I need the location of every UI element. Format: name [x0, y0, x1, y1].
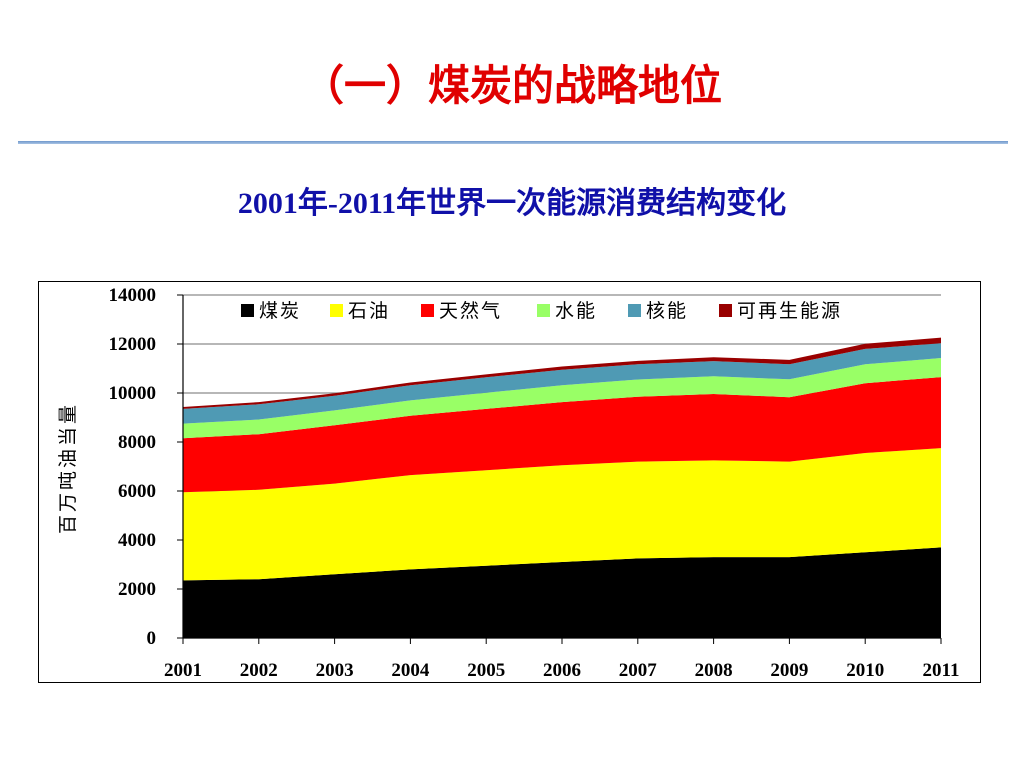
- y-tick-label: 10000: [109, 383, 157, 404]
- legend-swatch: [330, 304, 343, 317]
- x-tick-label: 2011: [923, 660, 960, 681]
- legend-label: 天然气: [439, 300, 502, 322]
- y-tick-label: 14000: [109, 285, 157, 306]
- y-axis-label: 百万吨油当量: [57, 402, 79, 534]
- legend-swatch: [719, 304, 732, 317]
- legend-label: 核能: [646, 300, 688, 322]
- legend-swatch: [421, 304, 434, 317]
- legend-label: 水能: [555, 300, 597, 322]
- x-tick-label: 2009: [770, 660, 808, 681]
- legend-swatch: [537, 304, 550, 317]
- area-series-5: [183, 343, 941, 424]
- area-series-1: [183, 547, 941, 638]
- y-tick-label: 2000: [118, 579, 156, 600]
- y-tick-label: 6000: [118, 481, 156, 502]
- x-tick-label: 2007: [619, 660, 658, 681]
- y-tick-label: 8000: [118, 432, 156, 453]
- legend-label: 可再生能源: [737, 300, 842, 322]
- legend-label: 煤炭: [259, 300, 301, 322]
- y-tick-label: 0: [147, 628, 157, 649]
- area-layer: [183, 337, 941, 638]
- x-tick-label: 2001: [164, 660, 202, 681]
- y-tick-label: 12000: [109, 334, 157, 355]
- slide-title: （一）煤炭的战略地位: [301, 61, 722, 110]
- legend-swatch: [241, 304, 254, 317]
- chart-heading: 2001年-2011年世界一次能源消费结构变化: [237, 187, 787, 220]
- x-tick-label: 2004: [391, 660, 430, 681]
- area-series-4: [183, 358, 941, 439]
- area-series-2: [183, 448, 941, 581]
- title-divider: [18, 141, 1008, 144]
- legend-layer: 煤炭 石油 天然气 水能 核能 可再生能源: [241, 300, 842, 322]
- x-tick-label: 2005: [467, 660, 505, 681]
- y-tick-label: 4000: [118, 530, 156, 551]
- legend-swatch: [628, 304, 641, 317]
- x-tick-label: 2006: [543, 660, 581, 681]
- x-tick-label: 2008: [695, 660, 733, 681]
- legend-label: 石油: [348, 300, 390, 322]
- x-tick-label: 2003: [316, 660, 354, 681]
- area-series-6: [183, 337, 941, 409]
- x-tick-label: 2002: [240, 660, 278, 681]
- x-tick-label: 2010: [846, 660, 884, 681]
- area-series-3: [183, 377, 941, 493]
- axis-layer: 0 2000 4000 6000 8000 10000 12000 14000 2001 2002…: [109, 285, 960, 681]
